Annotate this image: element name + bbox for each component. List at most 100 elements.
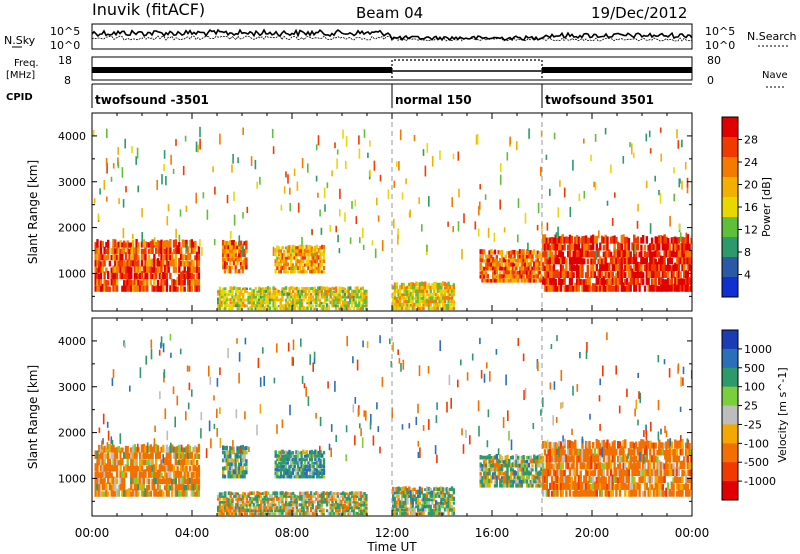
- echo-cell: [411, 497, 414, 502]
- echo-cell: [402, 508, 406, 512]
- echo-cell: [397, 288, 400, 293]
- echo-cell: [151, 284, 154, 292]
- echo-cell: [140, 483, 144, 491]
- scatter-echo: [323, 187, 326, 199]
- echo-cell: [181, 475, 185, 485]
- echo-cell: [568, 440, 572, 449]
- echo-cell: [151, 245, 154, 254]
- echo-cell: [315, 304, 318, 308]
- echo-cell: [593, 236, 597, 244]
- echo-cell: [531, 266, 534, 271]
- scatter-echo: [477, 400, 480, 412]
- echo-cell: [137, 491, 140, 497]
- echo-cell: [399, 306, 402, 311]
- echo-cell: [268, 512, 272, 516]
- echo-cell: [342, 289, 345, 293]
- echo-cell: [128, 248, 131, 254]
- echo-cell: [277, 289, 281, 293]
- echo-cell: [483, 474, 486, 480]
- echo-cell: [327, 511, 331, 516]
- echo-cell: [552, 270, 556, 278]
- echo-cell: [486, 262, 489, 267]
- echo-cell: [534, 456, 538, 460]
- echo-cell: [668, 488, 672, 497]
- scatter-echo: [244, 411, 246, 420]
- echo-cell: [361, 492, 364, 496]
- scatter-echo: [369, 422, 372, 430]
- echo-cell: [300, 286, 304, 291]
- echo-cell: [190, 283, 193, 292]
- echo-cell: [649, 489, 652, 497]
- echo-cell: [656, 480, 659, 490]
- echo-cell: [229, 474, 232, 479]
- echo-cell: [436, 487, 439, 491]
- echo-cell: [520, 455, 523, 460]
- echo-cell: [343, 301, 347, 305]
- echo-cell: [618, 452, 622, 463]
- echo-cell: [279, 468, 283, 472]
- echo-cell: [194, 472, 197, 478]
- echo-cell: [418, 493, 422, 498]
- echo-cell: [185, 465, 188, 472]
- scatter-echo: [98, 427, 101, 433]
- echo-cell: [218, 298, 222, 302]
- echo-cell: [529, 253, 532, 259]
- echo-cell: [608, 454, 611, 463]
- scatter-echo: [678, 178, 681, 188]
- echo-cell: [445, 487, 448, 492]
- echo-cell: [284, 456, 288, 462]
- echo-cell: [233, 509, 236, 513]
- echo-cell: [608, 481, 611, 490]
- echo-cell: [634, 256, 638, 265]
- echo-cell: [675, 490, 679, 497]
- echo-cell: [524, 278, 527, 283]
- echo-cell: [254, 505, 257, 510]
- echo-cell: [286, 262, 289, 267]
- echo-cell: [683, 456, 686, 463]
- echo-cell: [279, 498, 282, 501]
- echo-cell: [272, 289, 275, 293]
- scatter-echo: [335, 225, 337, 233]
- echo-cell: [147, 463, 151, 472]
- echo-cell: [265, 286, 268, 290]
- echo-cell: [146, 451, 149, 459]
- echo-cell: [649, 440, 652, 449]
- echo-cell: [272, 298, 275, 302]
- echo-cell: [245, 495, 248, 498]
- echo-cell: [625, 455, 629, 463]
- echo-cell: [171, 258, 174, 267]
- echo-cell: [497, 474, 500, 480]
- echo-cell: [279, 292, 282, 296]
- echo-cell: [229, 244, 232, 250]
- echo-cell: [336, 298, 339, 302]
- echo-cell: [268, 287, 272, 291]
- scatter-echo: [681, 180, 683, 190]
- echo-cell: [284, 506, 288, 510]
- echo-cell: [288, 466, 291, 472]
- echo-cell: [112, 444, 115, 453]
- echo-cell: [174, 476, 177, 485]
- echo-cell: [238, 462, 241, 467]
- echo-cell: [450, 299, 454, 304]
- echo-cell: [352, 289, 356, 293]
- echo-cell: [307, 259, 310, 264]
- echo-cell: [622, 453, 625, 463]
- echo-cell: [450, 293, 454, 297]
- echo-cell: [325, 494, 329, 498]
- echo-cell: [650, 243, 654, 251]
- echo-cell: [540, 456, 543, 460]
- scatter-echo: [610, 164, 612, 174]
- scatter-echo: [372, 435, 375, 446]
- echo-cell: [314, 256, 317, 260]
- echo-cell: [135, 284, 138, 292]
- echo-cell: [547, 262, 550, 272]
- echo-cell: [677, 244, 681, 251]
- scatter-echo: [271, 128, 274, 139]
- freq-trace: [92, 59, 692, 78]
- echo-cell: [579, 448, 582, 456]
- echo-cell: [293, 252, 296, 257]
- echo-cell: [352, 497, 356, 501]
- echo-cell: [479, 474, 482, 480]
- echo-cell: [107, 475, 110, 485]
- echo-cell: [608, 249, 611, 258]
